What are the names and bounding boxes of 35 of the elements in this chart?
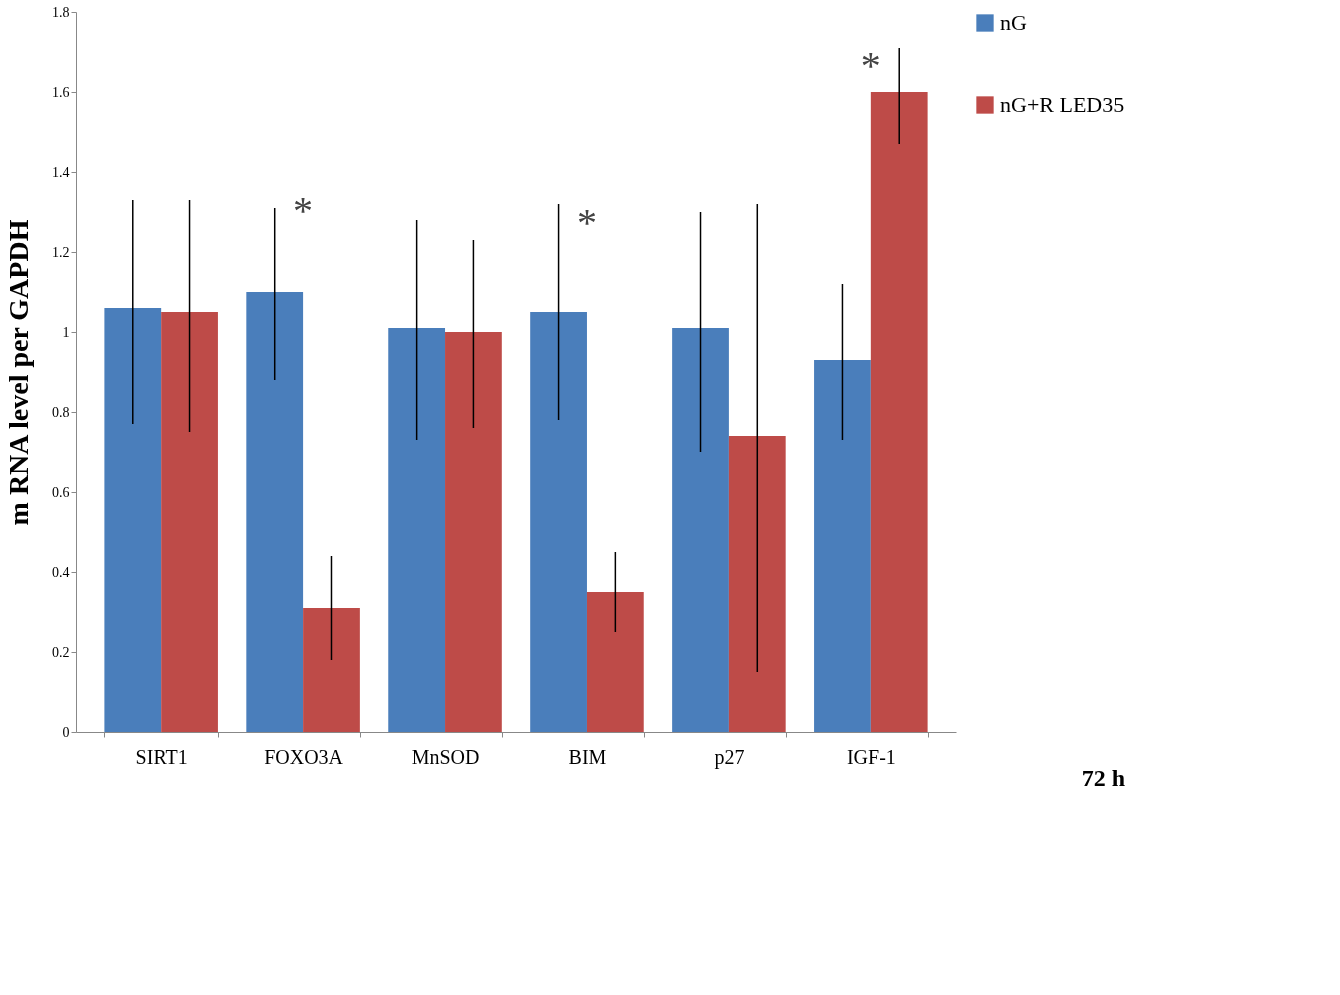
x-tick-label: SIRT1: [135, 745, 188, 768]
x-tick-label: FOXO3A: [264, 745, 344, 768]
y-axis-title: m RNA level per GAPDH: [3, 219, 34, 526]
y-tick-label: 0.8: [52, 404, 70, 420]
annotation: *: [293, 188, 314, 233]
bar: [161, 312, 218, 732]
y-tick-label: 1.6: [52, 84, 70, 100]
bar: [303, 608, 360, 732]
bar: [388, 328, 446, 732]
y-tick-label: 0.6: [52, 484, 70, 500]
bar: [586, 592, 644, 732]
bar: [672, 328, 729, 732]
y-tick-label: 1: [62, 324, 70, 340]
bar: [814, 360, 871, 732]
bar: [870, 92, 928, 732]
x-tick-label: BIM: [568, 745, 607, 768]
y-tick-label: 1.2: [52, 244, 70, 260]
y-tick-label: 0.2: [52, 644, 70, 660]
text: 72 h: [1081, 765, 1125, 791]
y-tick-label: 1.4: [52, 164, 70, 180]
bar: [728, 436, 786, 732]
y-tick-label: 0: [62, 724, 70, 740]
x-tick-label: p27: [714, 745, 745, 769]
annotation: *: [860, 43, 881, 88]
bar: [246, 292, 304, 732]
bar: [104, 308, 162, 732]
legend-label: nG+R LED35: [1000, 92, 1125, 117]
bar: [445, 332, 502, 732]
bar: [530, 312, 587, 732]
annotation: *: [576, 200, 597, 245]
x-tick-label: MnSOD: [411, 745, 480, 768]
y-tick-label: 1.8: [52, 4, 70, 20]
x-tick-label: IGF-1: [846, 745, 896, 768]
legend-label: nG: [1000, 10, 1027, 35]
y-tick-label: 0.4: [52, 564, 70, 580]
